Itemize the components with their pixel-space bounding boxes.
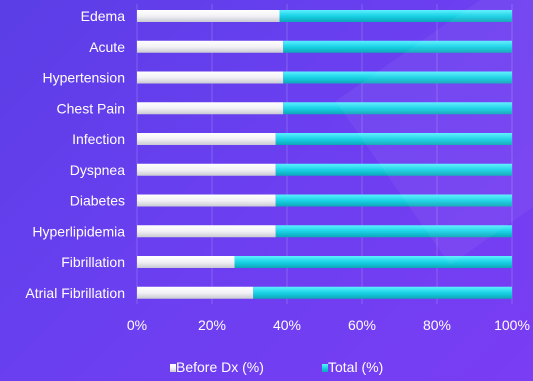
- x-tick-label: 20%: [198, 317, 226, 333]
- category-label: Dyspnea: [70, 162, 125, 178]
- bar-before-dx: [137, 256, 235, 268]
- category-label: Atrial Fibrillation: [25, 285, 125, 301]
- category-label: Chest Pain: [57, 100, 125, 116]
- category-label: Edema: [81, 8, 126, 24]
- bar-before-dx: [137, 163, 276, 176]
- bar-total: [283, 102, 512, 115]
- category-label: Diabetes: [70, 193, 125, 209]
- legend-label: Total (%): [328, 359, 383, 375]
- bar-before-dx: [137, 133, 276, 145]
- bar-before-dx: [137, 286, 254, 299]
- legend-swatch: [170, 364, 176, 372]
- bar-total: [275, 133, 512, 145]
- category-label: Hyperlipidemia: [32, 223, 125, 239]
- legend-label: Before Dx (%): [176, 359, 264, 375]
- x-tick-label: 60%: [348, 317, 376, 333]
- bar-before-dx: [137, 225, 276, 238]
- category-label: Hypertension: [43, 70, 126, 86]
- bar-before-dx: [137, 71, 284, 84]
- x-tick-label: 0%: [127, 317, 147, 333]
- bar-before-dx: [137, 102, 284, 115]
- x-tick-label: 80%: [423, 317, 451, 333]
- bar-total: [253, 286, 512, 299]
- category-label: Infection: [72, 131, 125, 147]
- bar-before-dx: [137, 194, 276, 207]
- category-label: Fibrillation: [61, 254, 125, 270]
- bar-total: [275, 163, 512, 176]
- bar-total: [275, 225, 512, 238]
- bar-total: [283, 71, 512, 84]
- x-tick-label: 100%: [494, 317, 530, 333]
- x-tick-label: 40%: [273, 317, 301, 333]
- bar-total: [234, 256, 512, 268]
- bar-before-dx: [137, 40, 284, 53]
- bar-total: [279, 10, 512, 22]
- bar-before-dx: [137, 10, 280, 22]
- bar-total: [283, 40, 512, 53]
- legend-swatch: [322, 364, 328, 372]
- category-label: Acute: [89, 39, 125, 55]
- bar-total: [275, 194, 512, 207]
